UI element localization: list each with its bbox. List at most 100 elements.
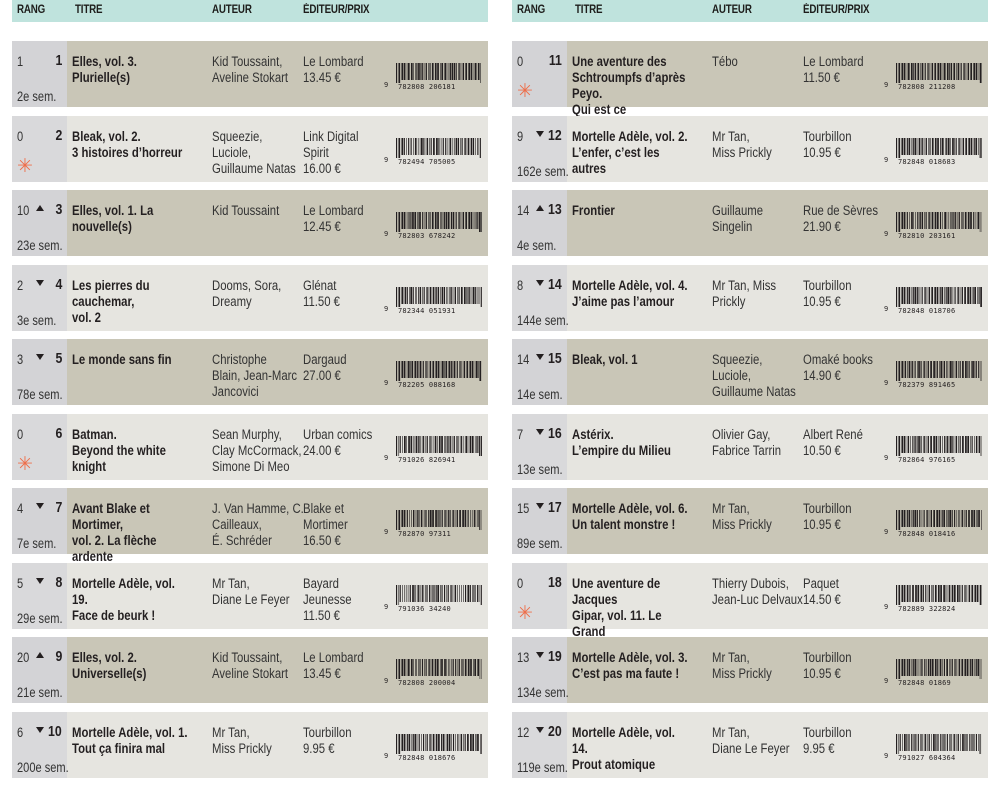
- barcode-bars: [396, 733, 482, 754]
- book-title: Mortelle Adèle, vol. 2. L’enfer, c’est l…: [572, 128, 688, 176]
- isbn-barcode: 9 782803 678242: [384, 212, 484, 242]
- current-rank: 4: [55, 275, 62, 293]
- previous-rank: 9: [517, 128, 524, 144]
- barcode-bars: [396, 137, 481, 158]
- left-ranking-column: RANG TITRE AUTEUR ÉDITEUR/PRIX 1 1 2e sem.…: [12, 0, 488, 778]
- table-row: 14 15 14e sem. Bleak, vol. 1 Squeezie, Lucio…: [512, 339, 988, 405]
- barcode-first-digit: 9: [884, 751, 889, 760]
- publisher-price: Omaké books 14.90 €: [803, 352, 873, 383]
- rank-cell: 4 7 7e sem.: [12, 488, 67, 554]
- isbn-barcode: 9 782848 018676: [384, 733, 484, 764]
- book-author: Mr Tan, Miss Prickly: [212, 724, 272, 756]
- new-entry-star-icon: ✳: [17, 453, 33, 475]
- book-author: Mr Tan, Diane Le Feyer: [212, 575, 290, 607]
- barcode-bars: [896, 212, 982, 232]
- current-rank: 20: [548, 722, 562, 740]
- book-author: Thierry Dubois, Jean-Luc Delvaux: [712, 575, 803, 607]
- previous-rank: 0: [517, 575, 524, 591]
- barcode-digits: 782205 088168: [398, 381, 456, 389]
- table-row: 0 11 ✳ Une aventure des Schtroumpfs d’après…: [512, 41, 988, 133]
- current-rank: 12: [548, 126, 562, 144]
- isbn-barcode: 9 782810 203161: [884, 212, 984, 242]
- barcode-bars: [396, 659, 482, 679]
- publisher-price: Link Digital Spirit 16.00 €: [303, 128, 359, 176]
- new-entry-star-icon: ✳: [17, 155, 33, 177]
- trend-down-icon: [536, 428, 544, 435]
- weeks-on-chart: 14e sem.: [517, 387, 563, 402]
- table-row: 4 7 7e sem. Avant Blake et Mortimer, vol. 2…: [12, 488, 488, 564]
- publisher-price: Le Lombard 13.45 €: [303, 650, 364, 681]
- barcode-bars: [396, 286, 482, 307]
- barcode-bars: [396, 584, 482, 605]
- new-entry-star-icon: ✳: [517, 602, 533, 624]
- weeks-on-chart: 200e sem.: [17, 759, 69, 775]
- book-title: Le monde sans fin: [72, 352, 172, 367]
- table-row: 3 5 78e sem. Le monde sans fin Christophe Bl…: [12, 339, 488, 405]
- table-row: 15 17 89e sem. Mortelle Adèle, vol. 6. Un t…: [512, 488, 988, 554]
- barcode-first-digit: 9: [384, 81, 389, 89]
- table-row: 6 10 200e sem. Mortelle Adèle, vol. 1. Tout…: [12, 711, 488, 778]
- barcode-first-digit: 9: [884, 453, 889, 462]
- previous-rank: 14: [517, 203, 530, 218]
- weeks-on-chart: 78e sem.: [17, 387, 63, 402]
- publisher-price: Albert René 10.50 €: [803, 426, 863, 458]
- barcode-digits: 782344 051931: [398, 306, 456, 315]
- barcode-bars: [896, 435, 982, 456]
- table-row: 13 19 134e sem. Mortelle Adèle, vol. 3. C’e…: [512, 637, 988, 703]
- table-row: 0 6 ✳ Batman. Beyond the white knight Sean M…: [12, 413, 488, 480]
- isbn-barcode: 9 782864 976165: [884, 435, 984, 466]
- publisher-price: Tourbillon 9.95 €: [303, 724, 352, 756]
- rank-cell: 14 13 4e sem.: [512, 190, 567, 256]
- barcode-first-digit: 9: [884, 230, 889, 238]
- current-rank: 19: [548, 648, 562, 665]
- weeks-on-chart: 7e sem.: [17, 536, 57, 551]
- barcode-digits: 791026 826941: [398, 455, 456, 464]
- trend-down-icon: [536, 726, 544, 733]
- isbn-barcode: 9 791027 604364: [884, 733, 984, 764]
- book-title: Mortelle Adèle, vol. 3. C’est pas ma fau…: [572, 650, 688, 681]
- previous-rank: 3: [17, 352, 24, 367]
- book-title: Elles, vol. 3. Plurielle(s): [72, 54, 137, 85]
- previous-rank: 15: [517, 501, 530, 516]
- publisher-price: Le Lombard 12.45 €: [303, 203, 364, 234]
- rank-cell: 6 10 200e sem.: [12, 711, 69, 778]
- header-rank: RANG: [517, 4, 546, 16]
- trend-up-icon: [536, 205, 544, 211]
- rank-cell: 5 8 29e sem.: [12, 562, 67, 629]
- publisher-price: Urban comics 24.00 €: [303, 426, 373, 458]
- rank-cell: 0 18 ✳: [512, 562, 567, 629]
- barcode-digits: 782889 322824: [898, 604, 956, 613]
- book-author: Kid Toussaint, Aveline Stokart: [212, 650, 289, 681]
- barcode-digits: 782848 01869: [898, 679, 951, 687]
- trend-down-icon: [536, 503, 544, 509]
- barcode-digits: 782808 200004: [398, 679, 456, 687]
- barcode-first-digit: 9: [384, 751, 389, 760]
- previous-rank: 0: [517, 54, 524, 69]
- trend-up-icon: [36, 652, 44, 658]
- isbn-barcode: 9 782379 891465: [884, 361, 984, 391]
- rank-cell: 15 17 89e sem.: [512, 488, 567, 554]
- book-author: Dooms, Sora, Dreamy: [212, 277, 282, 309]
- previous-rank: 14: [517, 352, 530, 367]
- header-author: AUTEUR: [712, 4, 752, 16]
- table-row: 20 9 21e sem. Elles, vol. 2. Universelle(s)…: [12, 637, 488, 703]
- isbn-barcode: 9 782808 211208: [884, 63, 984, 93]
- book-author: Mr Tan, Miss Prickly: [712, 650, 772, 681]
- trend-down-icon: [536, 354, 544, 360]
- previous-rank: 20: [17, 650, 30, 665]
- book-title: Frontier: [572, 203, 615, 218]
- weeks-on-chart: 134e sem.: [517, 685, 569, 700]
- rank-cell: 0 2 ✳: [12, 115, 67, 182]
- barcode-bars: [896, 659, 982, 679]
- previous-rank: 0: [17, 128, 24, 144]
- weeks-on-chart: 3e sem.: [17, 312, 57, 328]
- barcode-bars: [896, 584, 982, 605]
- barcode-first-digit: 9: [384, 230, 389, 238]
- table-row: 12 20 119e sem. Mortelle Adèle, vol. 14. Pr…: [512, 711, 988, 778]
- publisher-price: Blake et Mortimer 16.50 €: [303, 501, 348, 548]
- table-row: 10 3 23e sem. Elles, vol. 1. La nouvelle(s)…: [12, 190, 488, 256]
- weeks-on-chart: 23e sem.: [17, 238, 63, 253]
- barcode-digits: 782810 203161: [898, 232, 956, 240]
- table-row: 1 1 2e sem. Elles, vol. 3. Plurielle(s) Kid …: [12, 41, 488, 107]
- barcode-first-digit: 9: [884, 155, 889, 164]
